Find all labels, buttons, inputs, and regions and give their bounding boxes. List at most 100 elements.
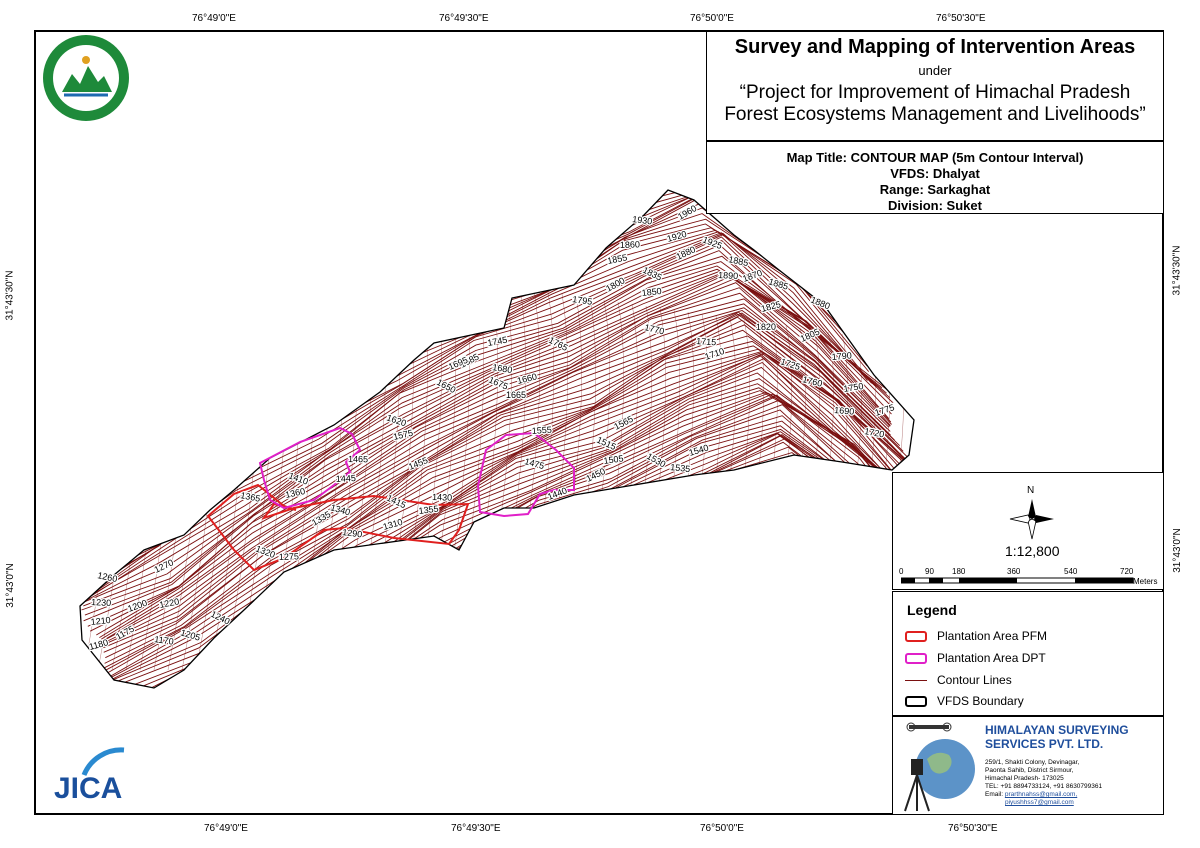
scale-tick-180: 180 xyxy=(952,567,966,576)
email-link-2[interactable]: piyushhss7@gmail.com xyxy=(1005,799,1074,806)
email-link-1[interactable]: prarthnahss@gmail.com, xyxy=(1004,791,1078,798)
legend-swatch-vfds xyxy=(905,695,927,707)
contour-label: 1355 xyxy=(418,504,439,516)
contour-label: 1260 xyxy=(97,570,119,584)
legend-heading: Legend xyxy=(907,602,957,618)
title-block: Survey and Mapping of Intervention Areas… xyxy=(706,31,1164,141)
contour-label: 1535 xyxy=(670,462,691,474)
map-title: Map Title: CONTOUR MAP (5m Contour Inter… xyxy=(786,150,1084,165)
contour-label: 1860 xyxy=(620,239,640,250)
contour-label: 1430 xyxy=(432,492,452,503)
contour-label: 1795 xyxy=(572,294,593,307)
jica-logo: JICA xyxy=(54,747,125,805)
contour-label: 1890 xyxy=(718,270,739,281)
scale-block: N 1:12,800 0 90 180 360 540 720 Meters xyxy=(892,472,1164,590)
scale-tick-540: 540 xyxy=(1064,567,1078,576)
project-line-1: “Project for Improvement of Himachal Pra… xyxy=(739,82,1131,103)
contour-label: 1885 xyxy=(767,276,789,291)
division-name: Division: Suket xyxy=(888,198,982,213)
contour-label: 1290 xyxy=(342,527,363,539)
forest-department-logo xyxy=(43,35,129,121)
contour-label: 1715 xyxy=(696,336,717,347)
email-label: Email: xyxy=(985,791,1004,798)
scale-tick-90: 90 xyxy=(925,567,934,576)
contour-label: 1335 xyxy=(310,509,332,528)
contour-label: 1180 xyxy=(88,637,109,652)
contour-label: 1320 xyxy=(254,544,276,561)
scale-tick-0: 0 xyxy=(899,567,904,576)
lat-label-left-2: 31°43'0"N xyxy=(4,563,16,608)
contour-label: 1230 xyxy=(91,597,112,608)
contour-label: 1880 xyxy=(809,295,831,312)
lon-label-bottom-4: 76°50'30"E xyxy=(948,823,998,834)
contour-label: 1210 xyxy=(90,615,111,627)
company-block: HIMALAYAN SURVEYING SERVICES PVT. LTD. 2… xyxy=(892,716,1164,815)
contour-label: 1365 xyxy=(240,490,262,504)
company-address: 259/1, Shakti Colony, Devinagar, Paonta … xyxy=(985,759,1102,807)
lat-label-right-1: 31°43'30"N xyxy=(1171,245,1183,296)
scale-ratio: 1:12,800 xyxy=(1005,543,1060,559)
map-info-block: Map Title: CONTOUR MAP (5m Contour Inter… xyxy=(706,141,1164,214)
legend-label-vfds: VFDS Boundary xyxy=(937,694,1024,708)
contour-label: 1690 xyxy=(834,405,855,417)
scale-unit: Meters xyxy=(1133,577,1158,586)
lon-label-top-1: 76°49'0"E xyxy=(192,13,236,24)
legend-item-contour: Contour Lines xyxy=(905,673,1012,687)
company-name-line-1: HIMALAYAN SURVEYING xyxy=(985,723,1129,737)
contour-label: 1555 xyxy=(531,425,552,436)
contour-label: 1930 xyxy=(632,214,653,226)
contour-label: 1465 xyxy=(348,454,368,464)
contour-label: 1855 xyxy=(606,252,628,266)
plantation-area-dpt-1[interactable] xyxy=(258,426,362,510)
map-main-title: Survey and Mapping of Intervention Areas xyxy=(734,36,1136,58)
lon-label-top-3: 76°50'0"E xyxy=(690,13,734,24)
contour-label: 1170 xyxy=(154,634,175,647)
legend-label-pfm: Plantation Area PFM xyxy=(937,629,1048,643)
project-line-2: Forest Ecosystems Management and Livelih… xyxy=(724,104,1146,125)
lon-label-bottom-1: 76°49'0"E xyxy=(204,823,248,834)
scale-bar xyxy=(901,577,1134,584)
contour-label: 1760 xyxy=(802,374,824,389)
legend-swatch-dpt xyxy=(905,652,927,664)
contour-label: 1680 xyxy=(492,362,513,375)
contour-label: 1720 xyxy=(864,426,885,439)
legend-item-pfm: Plantation Area PFM xyxy=(905,629,1047,643)
lat-label-left-1: 31°43'30"N xyxy=(4,270,16,321)
contour-label: 1850 xyxy=(641,286,662,298)
legend-item-vfds: VFDS Boundary xyxy=(905,694,1024,708)
north-arrow-icon xyxy=(1009,499,1054,540)
lon-label-top-2: 76°49'30"E xyxy=(439,13,489,24)
legend-label-dpt: Plantation Area DPT xyxy=(937,651,1046,665)
plantation-area-dpt-2[interactable] xyxy=(476,431,575,518)
company-name-line-2: SERVICES PVT. LTD. xyxy=(985,737,1104,751)
address-line-3: Himachal Pradesh- 173025 xyxy=(985,775,1064,782)
contour-label: 1275 xyxy=(279,551,299,562)
contour-label: 1505 xyxy=(603,453,624,466)
legend-swatch-contour xyxy=(905,679,927,681)
surveying-logo-icon xyxy=(904,722,975,812)
contour-label: 1660 xyxy=(516,371,538,386)
contour-label: 1800 xyxy=(604,275,626,293)
lon-label-bottom-2: 76°49'30"E xyxy=(451,823,501,834)
vfds-name: VFDS: Dhalyat xyxy=(890,166,980,181)
north-label: N xyxy=(1027,485,1035,496)
legend-swatch-pfm xyxy=(905,630,927,642)
legend-item-dpt: Plantation Area DPT xyxy=(905,651,1046,665)
contour-label: 1665 xyxy=(506,390,526,400)
contour-label: 1220 xyxy=(158,596,180,610)
under-text: under xyxy=(918,63,952,78)
range-name: Range: Sarkaghat xyxy=(879,182,991,197)
address-line-2: Paonta Sahib, District Sirmour, xyxy=(985,767,1074,774)
address-line-1: 259/1, Shakti Colony, Devinagar, xyxy=(985,759,1080,766)
contour-label: 1270 xyxy=(153,557,175,575)
contour-label: 1360 xyxy=(284,486,306,500)
contour-label: 1790 xyxy=(831,350,852,362)
contour-label: 1445 xyxy=(336,473,357,484)
company-name: HIMALAYAN SURVEYING SERVICES PVT. LTD. xyxy=(985,723,1129,751)
contour-label: 1805 xyxy=(799,327,821,344)
jica-logo-text: JICA xyxy=(54,772,122,805)
company-telephone: TEL: +91 8894733124, +91 8630799361 xyxy=(985,783,1103,790)
legend: Legend Plantation Area PFM Plantation Ar… xyxy=(892,591,1164,716)
